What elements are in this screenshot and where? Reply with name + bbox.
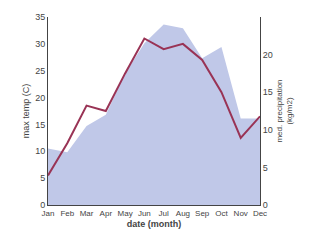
svg-text:Dec: Dec [253, 209, 267, 218]
svg-text:15: 15 [263, 87, 273, 97]
svg-text:5: 5 [263, 163, 268, 173]
svg-text:Nov: Nov [234, 209, 248, 218]
svg-text:30: 30 [35, 39, 45, 49]
svg-text:Feb: Feb [60, 209, 74, 218]
svg-text:Mar: Mar [80, 209, 94, 218]
svg-text:15: 15 [35, 120, 45, 130]
svg-text:date (month): date (month) [127, 219, 182, 229]
svg-text:Jun: Jun [138, 209, 151, 218]
svg-text:Jul: Jul [159, 209, 169, 218]
svg-text:20: 20 [263, 50, 273, 60]
svg-text:25: 25 [35, 66, 45, 76]
svg-text:Jan: Jan [42, 209, 55, 218]
svg-text:5: 5 [40, 173, 45, 183]
svg-text:Sep: Sep [195, 209, 210, 218]
svg-text:med. precipitation(kg/m2): med. precipitation(kg/m2) [275, 79, 294, 142]
svg-text:max temp (C): max temp (C) [21, 84, 31, 139]
svg-text:0: 0 [40, 200, 45, 210]
svg-text:Apr: Apr [100, 209, 113, 218]
svg-text:10: 10 [35, 146, 45, 156]
svg-text:Aug: Aug [176, 209, 190, 218]
svg-text:10: 10 [263, 125, 273, 135]
svg-text:20: 20 [35, 93, 45, 103]
svg-text:35: 35 [35, 12, 45, 22]
svg-text:0: 0 [263, 200, 268, 210]
svg-text:Oct: Oct [215, 209, 228, 218]
svg-text:May: May [118, 209, 133, 218]
